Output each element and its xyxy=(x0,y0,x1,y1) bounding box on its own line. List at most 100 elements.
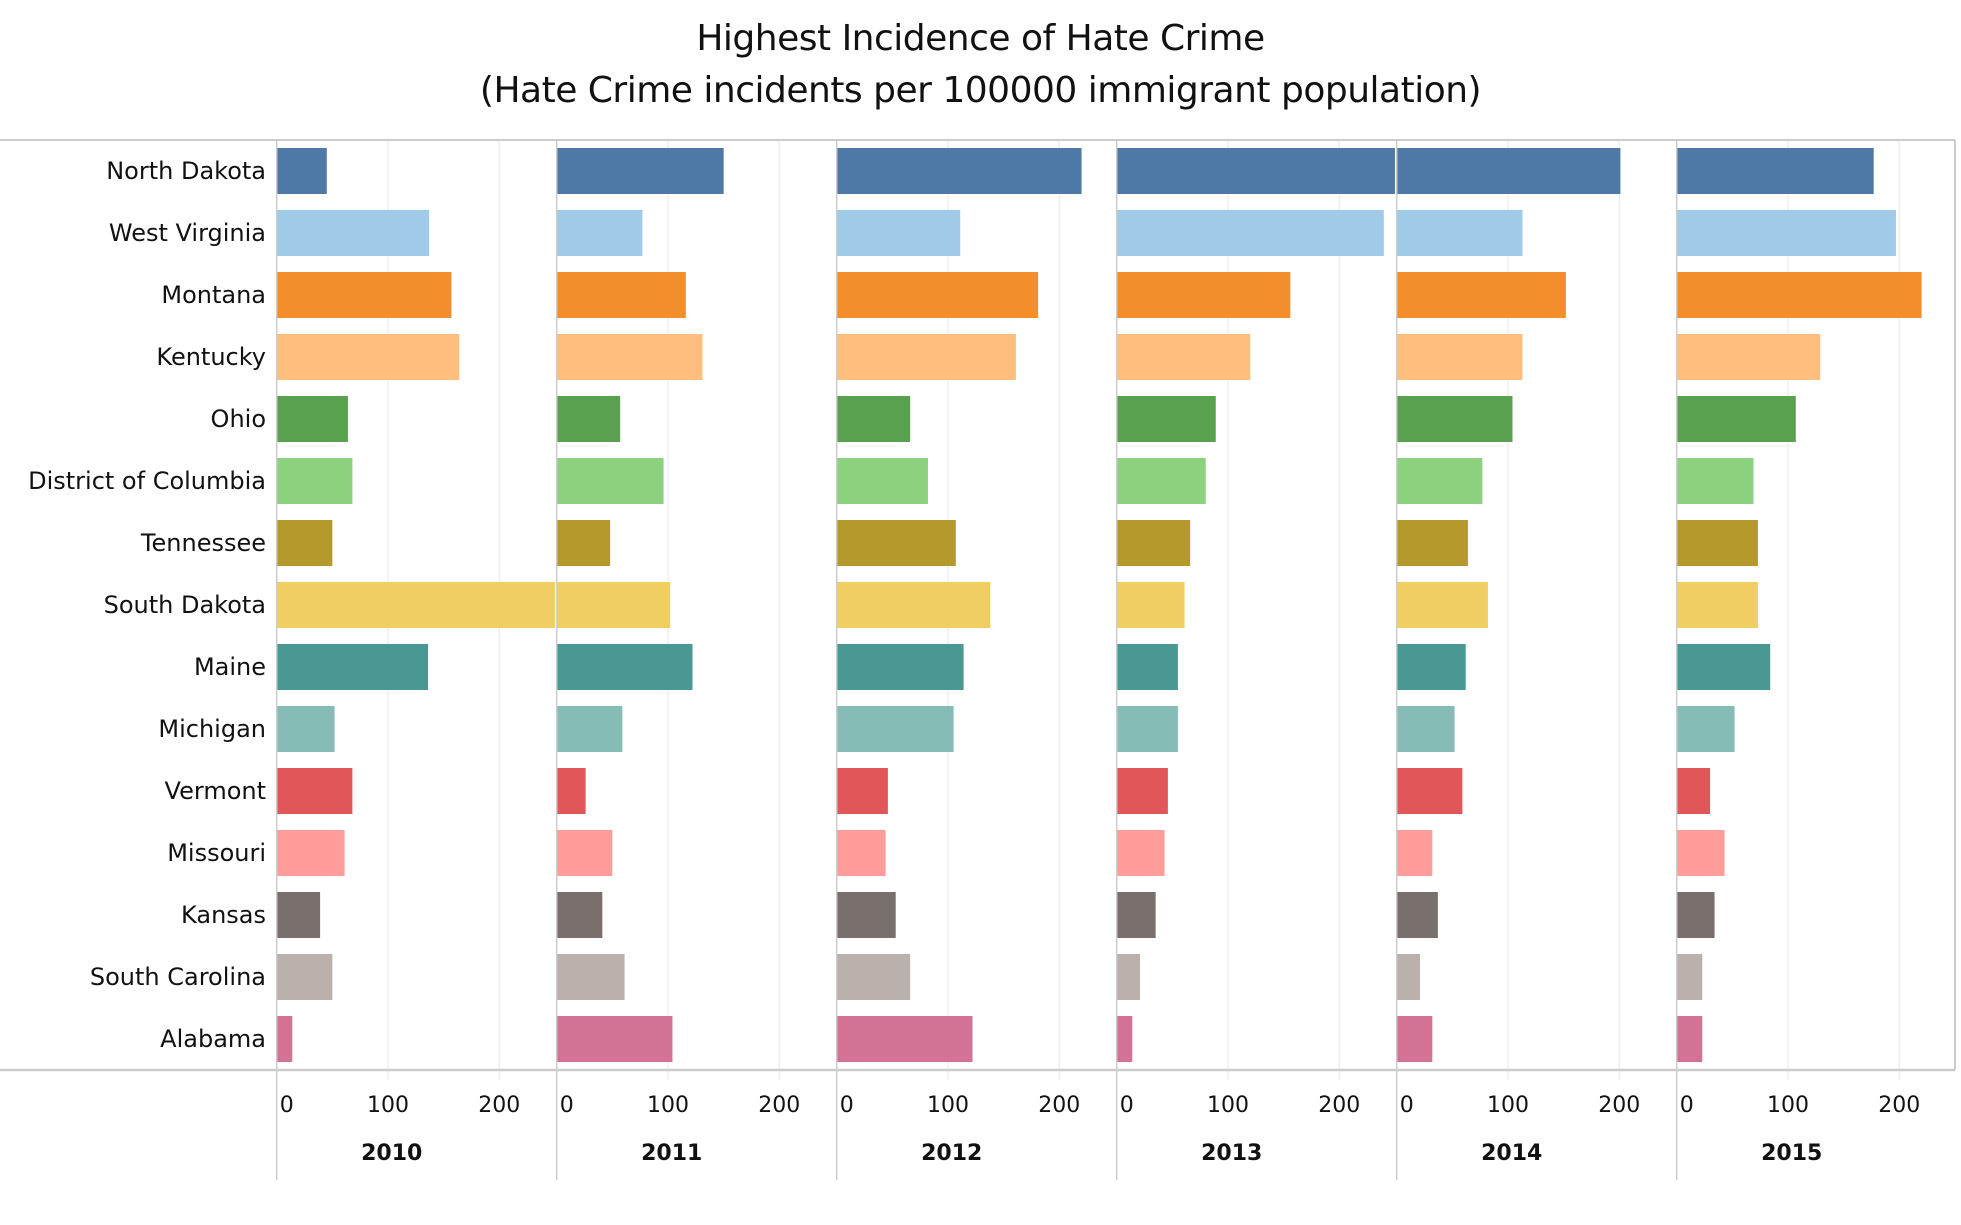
tick-label-2011-0: 0 xyxy=(560,1093,574,1118)
bar-2015-ohio xyxy=(1676,396,1796,442)
row-label-west-virginia: West Virginia xyxy=(109,219,266,247)
bar-2014-kansas xyxy=(1396,892,1438,938)
bar-2012-maine xyxy=(836,644,964,690)
bar-2015-south-dakota xyxy=(1676,582,1758,628)
bar-2010-tennessee xyxy=(276,520,333,566)
bar-2011-district-of-columbia xyxy=(556,458,664,504)
panel-label-2011: 2011 xyxy=(641,1141,702,1166)
bar-2014-tennessee xyxy=(1396,520,1468,566)
bar-2011-maine xyxy=(556,644,693,690)
bar-2015-north-dakota xyxy=(1676,148,1874,194)
bar-2011-ohio xyxy=(556,396,621,442)
row-label-tennessee: Tennessee xyxy=(140,529,266,557)
bar-2015-vermont xyxy=(1676,768,1711,814)
row-label-district-of-columbia: District of Columbia xyxy=(28,467,266,495)
bar-2014-montana xyxy=(1396,272,1566,318)
bar-2010-vermont xyxy=(276,768,353,814)
row-label-south-carolina: South Carolina xyxy=(90,963,266,991)
tick-label-2011-100: 100 xyxy=(647,1093,689,1118)
row-label-vermont: Vermont xyxy=(165,777,266,805)
bar-2010-michigan xyxy=(276,706,335,752)
bar-2012-missouri xyxy=(836,830,886,876)
bar-2011-kentucky xyxy=(556,334,703,380)
bar-2011-south-carolina xyxy=(556,954,625,1000)
bar-2011-michigan xyxy=(556,706,623,752)
tick-label-2013-200: 200 xyxy=(1318,1093,1360,1118)
row-label-south-dakota: South Dakota xyxy=(104,591,266,619)
chart-subtitle: (Hate Crime incidents per 100000 immigra… xyxy=(479,70,1482,111)
tick-label-2012-0: 0 xyxy=(840,1093,854,1118)
panel-label-2010: 2010 xyxy=(361,1141,422,1166)
bar-2010-maine xyxy=(276,644,429,690)
bar-2011-south-dakota xyxy=(556,582,671,628)
bar-2012-montana xyxy=(836,272,1039,318)
tick-label-2013-100: 100 xyxy=(1207,1093,1249,1118)
x-axes: 0 100 200 2010 0 100 200 2011 0 100 200 2012 0 100 200… xyxy=(280,1093,1921,1166)
tick-label-2013-0: 0 xyxy=(1120,1093,1134,1118)
row-label-maine: Maine xyxy=(194,653,266,681)
bar-2011-west-virginia xyxy=(556,210,643,256)
bar-2014-west-virginia xyxy=(1396,210,1523,256)
bar-2010-west-virginia xyxy=(276,210,430,256)
tick-label-2010-0: 0 xyxy=(280,1093,294,1118)
bar-2013-michigan xyxy=(1116,706,1178,752)
bar-2013-south-dakota xyxy=(1116,582,1185,628)
row-label-ohio: Ohio xyxy=(211,405,266,433)
bar-2015-tennessee xyxy=(1676,520,1758,566)
bar-2015-missouri xyxy=(1676,830,1725,876)
row-label-alabama: Alabama xyxy=(160,1025,266,1053)
bar-2014-alabama xyxy=(1396,1016,1433,1062)
bar-2015-michigan xyxy=(1676,706,1735,752)
bar-2011-montana xyxy=(556,272,686,318)
bar-2010-kansas xyxy=(276,892,321,938)
tick-label-2014-100: 100 xyxy=(1487,1093,1529,1118)
tick-label-2015-200: 200 xyxy=(1878,1093,1920,1118)
tick-label-2014-0: 0 xyxy=(1400,1093,1414,1118)
tick-label-2014-200: 200 xyxy=(1598,1093,1640,1118)
bar-2013-vermont xyxy=(1116,768,1168,814)
bar-2014-north-dakota xyxy=(1396,148,1621,194)
bar-2014-maine xyxy=(1396,644,1466,690)
tick-label-2011-200: 200 xyxy=(758,1093,800,1118)
bar-2013-montana xyxy=(1116,272,1291,318)
bar-2010-district-of-columbia xyxy=(276,458,353,504)
bar-2015-maine xyxy=(1676,644,1771,690)
chart-title: Highest Incidence of Hate Crime xyxy=(696,18,1265,59)
bar-2015-kansas xyxy=(1676,892,1715,938)
bar-2014-south-dakota xyxy=(1396,582,1488,628)
bar-2010-missouri xyxy=(276,830,345,876)
bar-2015-montana xyxy=(1676,272,1922,318)
bar-2012-district-of-columbia xyxy=(836,458,928,504)
bar-2012-kentucky xyxy=(836,334,1016,380)
tick-label-2015-0: 0 xyxy=(1680,1093,1694,1118)
chart-frame xyxy=(0,139,1956,1180)
bar-2010-kentucky xyxy=(276,334,460,380)
tick-label-2015-100: 100 xyxy=(1767,1093,1809,1118)
bar-2014-district-of-columbia xyxy=(1396,458,1483,504)
bar-2015-district-of-columbia xyxy=(1676,458,1754,504)
bar-2012-ohio xyxy=(836,396,911,442)
tick-label-2010-100: 100 xyxy=(367,1093,409,1118)
bar-2013-south-carolina xyxy=(1116,954,1141,1000)
tick-label-2012-200: 200 xyxy=(1038,1093,1080,1118)
bar-2013-west-virginia xyxy=(1116,210,1384,256)
bar-2010-south-dakota xyxy=(276,582,555,628)
bar-2012-south-dakota xyxy=(836,582,991,628)
bar-2010-montana xyxy=(276,272,452,318)
row-labels: North Dakota West Virginia Montana Kentucky… xyxy=(28,157,266,1053)
tick-label-2012-100: 100 xyxy=(927,1093,969,1118)
bar-2015-west-virginia xyxy=(1676,210,1896,256)
bar-2012-kansas xyxy=(836,892,896,938)
bar-2014-michigan xyxy=(1396,706,1455,752)
bar-2013-ohio xyxy=(1116,396,1216,442)
row-label-montana: Montana xyxy=(161,281,266,309)
bar-2010-south-carolina xyxy=(276,954,333,1000)
bar-2013-maine xyxy=(1116,644,1178,690)
bar-2015-south-carolina xyxy=(1676,954,1703,1000)
row-label-kansas: Kansas xyxy=(181,901,266,929)
bar-2012-north-dakota xyxy=(836,148,1082,194)
bar-2012-west-virginia xyxy=(836,210,961,256)
bar-2011-alabama xyxy=(556,1016,673,1062)
row-label-north-dakota: North Dakota xyxy=(106,157,266,185)
